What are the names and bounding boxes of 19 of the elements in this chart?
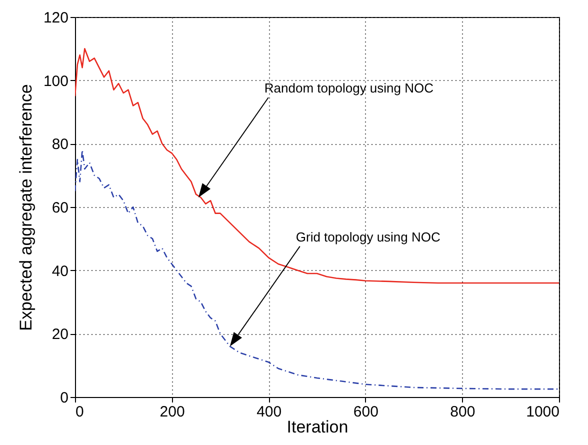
x-tick-label: 1000 xyxy=(526,404,560,420)
y-tick-label: 0 xyxy=(60,390,68,406)
x-tick-label: 0 xyxy=(76,404,84,420)
y-tick-label: 80 xyxy=(52,136,68,154)
x-axis-title: Iteration xyxy=(286,418,348,436)
annotation: Random topology using NOC xyxy=(264,80,434,96)
x-tick-label: 800 xyxy=(450,404,476,420)
line-series xyxy=(75,149,559,390)
y-tick-label: 120 xyxy=(43,10,68,26)
y-tick-label: 40 xyxy=(52,262,68,280)
x-tick-label: 600 xyxy=(353,404,378,420)
line-series xyxy=(75,48,559,284)
y-tick-label: 20 xyxy=(52,326,68,344)
y-tick-label: 100 xyxy=(43,72,68,90)
y-tick-label: 60 xyxy=(52,200,68,216)
x-tick-label: 200 xyxy=(160,404,185,420)
x-tick-label: 400 xyxy=(256,404,282,420)
y-axis-title: Expected aggregate interference xyxy=(16,84,36,331)
annotation: Grid topology using NOC xyxy=(296,229,440,244)
